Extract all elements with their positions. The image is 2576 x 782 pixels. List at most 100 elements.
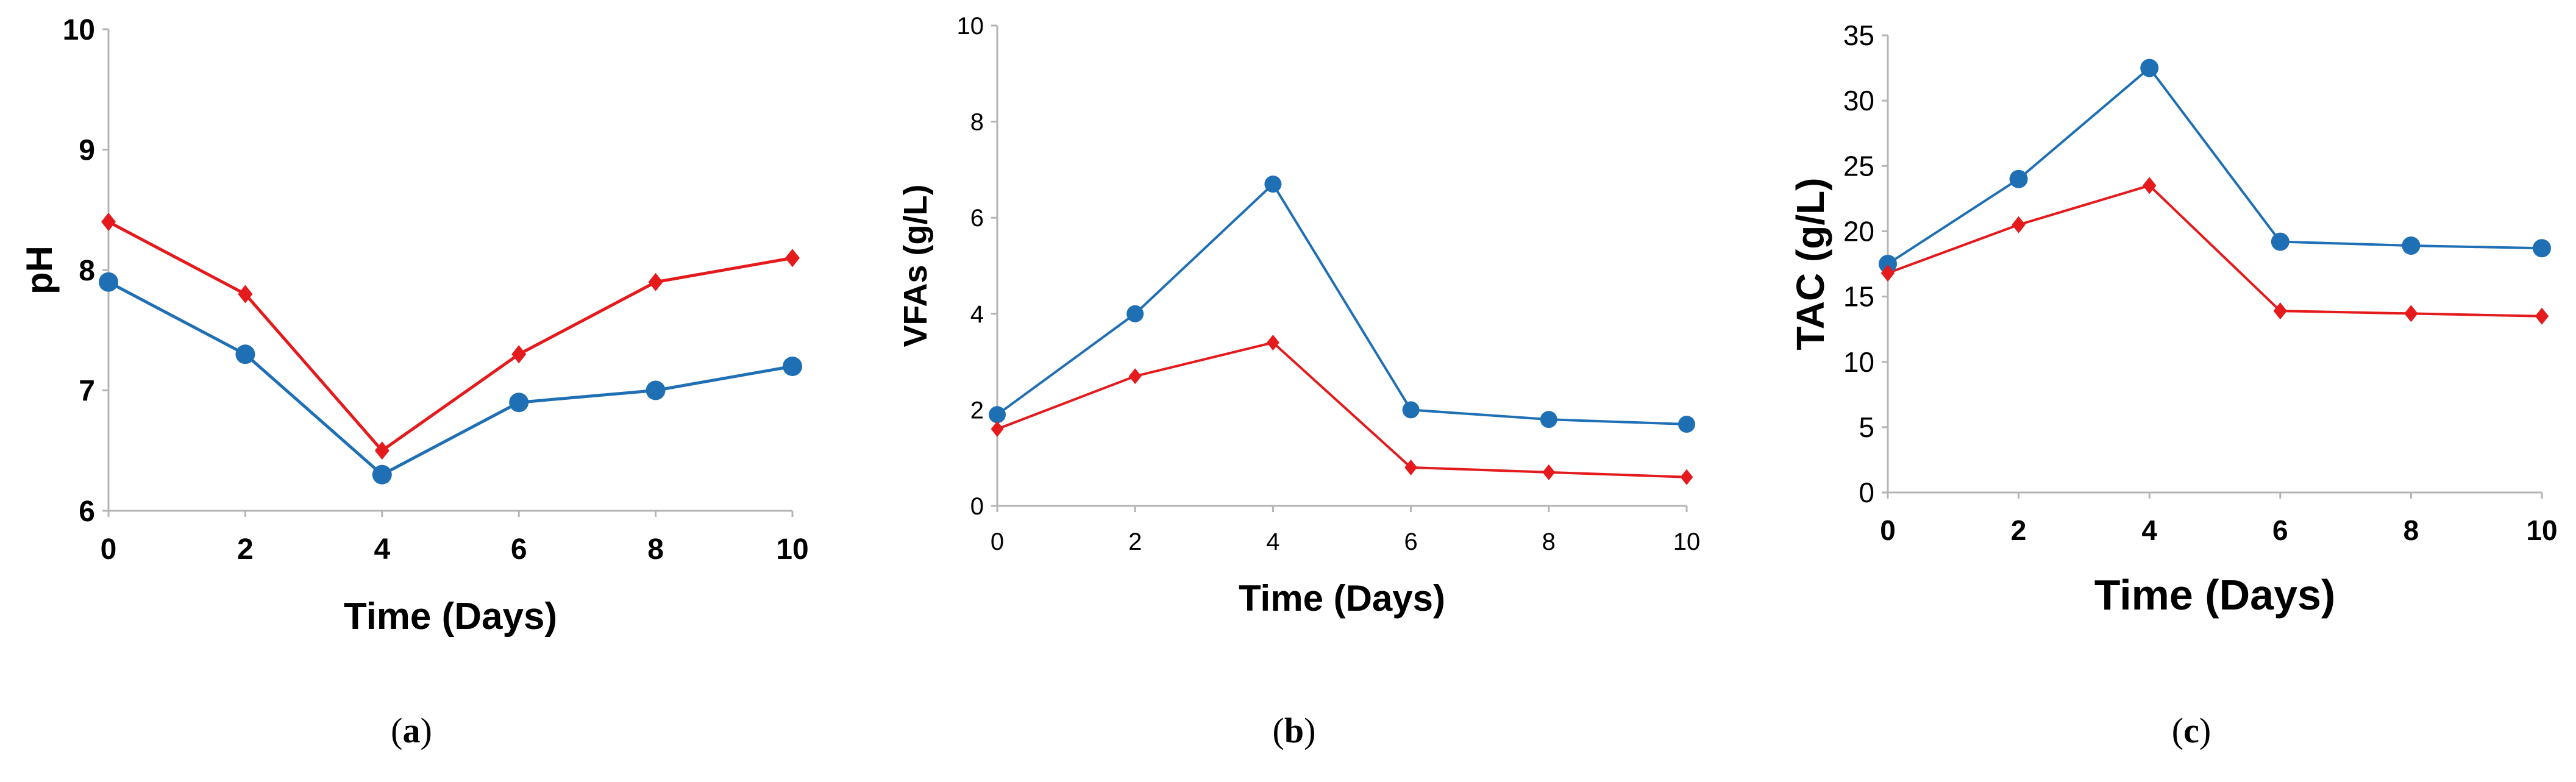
series-red-diamond-point [648,272,663,291]
y-tick-label: 10 [957,13,984,40]
series-red-diamond-point [1128,368,1142,385]
series-blue-circle-point [2533,239,2551,258]
series-red-diamond-point [2273,302,2287,320]
series-red-diamond-point [1542,464,1556,480]
y-tick-label: 15 [1843,281,1874,313]
y-tick-label: 2 [970,397,984,424]
series-red-diamond-point [2535,307,2549,325]
panel-caption: (b) [1273,711,1316,750]
series-blue-circle-point [2140,59,2159,77]
series-red-diamond-point [2404,305,2418,322]
series-red-diamond-point [1404,459,1417,475]
x-tick-label: 10 [776,533,808,566]
series-red-diamond-point [1880,265,1895,282]
series-blue-circle-point [372,464,392,485]
caption-open-paren: ( [2172,711,2183,750]
series-blue-circle-point [235,344,255,364]
caption-open-paren: ( [1273,711,1284,750]
series-blue-circle-line [107,280,793,477]
series-blue-circle-point [509,393,529,413]
x-tick-label: 2 [2011,514,2027,546]
x-axis-label: Time (Days) [344,595,557,638]
caption-letter: c [2183,711,2199,750]
x-tick-label: 8 [647,533,664,566]
series-red-diamond-point [2143,177,2157,194]
series-blue-circle-point [783,357,802,376]
series-red-diamond-point [1680,469,1693,485]
series-blue-circle-point [2271,232,2290,251]
x-tick-label: 0 [991,528,1004,555]
series-blue-circle-point [1126,305,1144,322]
series-blue-circle-point [1264,176,1282,193]
chart-panel-b: 0 2 4 6 8 10 0 2 4 6 8 10 Time (Days) VFAs (g/L) [897,13,1700,619]
x-axis-label: Time (Days) [2094,571,2336,619]
x-tick-label: 6 [1404,528,1417,555]
y-tick-label: 7 [79,375,95,407]
caption-close-paren: ) [421,711,432,750]
y-axis-label: VFAs (g/L) [897,185,934,347]
y-tick-label: 10 [63,14,95,46]
series-blue-circle-point [1879,255,1897,273]
y-tick-label: 8 [970,109,984,136]
x-tick-label: 8 [1542,528,1556,555]
x-tick-label: 10 [2526,514,2557,546]
x-tick-label: 6 [2272,514,2288,546]
caption-close-paren: ) [2199,711,2211,750]
y-tick-label: 20 [1843,216,1874,247]
x-tick-label: 0 [101,533,117,566]
series-red-diamond-point [785,249,800,268]
x-axis-label: Time (Days) [1239,578,1445,619]
x-tick-label: 2 [1128,528,1142,555]
series-red-diamond-point [511,345,527,364]
chart-panel-c: 0 5 10 15 20 25 30 35 0 2 4 6 8 10 Time (Days) TAC (g/L… [1788,20,2558,619]
series-red-diamond-line [1887,184,2542,318]
x-tick-label: 4 [1266,528,1279,555]
series-blue-circle-point [646,380,666,400]
y-tick-label: 30 [1843,85,1874,116]
caption-open-paren: ( [391,711,402,750]
series-blue-circle-point [2009,169,2028,188]
x-tick-label: 2 [237,533,254,566]
y-tick-label: 4 [970,301,984,328]
x-tick-label: 10 [1673,528,1701,555]
x-tick-label: 6 [511,533,527,566]
caption-letter: a [403,711,421,750]
series-blue-circle-point [99,272,118,292]
series-blue-circle-point [989,406,1006,424]
y-tick-label: 5 [1859,411,1874,443]
y-tick-label: 0 [1859,477,1874,508]
y-tick-label: 10 [1843,346,1874,378]
series-red-diamond-point [1267,335,1279,351]
x-tick-label: 4 [374,533,390,566]
panel-caption: (a) [391,711,432,750]
y-tick-label: 6 [79,496,95,528]
x-tick-label: 8 [2403,514,2419,546]
series-red-diamond-point [238,285,253,304]
series-red-diamond-point [2012,216,2026,233]
series-blue-circle-point [2402,236,2421,255]
series-red-diamond-point [101,213,116,231]
x-tick-label: 0 [1880,514,1896,546]
series-blue-circle-point [1678,416,1695,433]
series-blue-circle-line [996,182,1687,426]
chart-panel-a: 6 7 8 9 10 0 2 4 6 8 10 Time (Days) pH [19,14,809,638]
caption-close-paren: ) [1304,711,1315,750]
panel-caption: (c) [2172,711,2211,750]
series-red-diamond-line [997,341,1687,478]
y-tick-label: 8 [79,255,95,287]
series-red-diamond-point [991,421,1004,437]
y-tick-label: 25 [1843,150,1874,182]
series-blue-circle-point [1402,401,1420,419]
series-red-diamond-point [374,441,390,460]
y-axis-label: TAC (g/L) [1788,177,1832,350]
y-tick-label: 0 [970,493,984,520]
caption-letter: b [1284,711,1304,750]
series-blue-circle-line [1887,66,2542,265]
y-tick-label: 35 [1843,20,1874,51]
y-axis-label: pH [19,246,60,294]
y-tick-label: 6 [970,205,984,232]
series-red-diamond-line [107,220,793,453]
y-tick-label: 9 [79,134,95,166]
x-tick-label: 4 [2141,514,2157,546]
